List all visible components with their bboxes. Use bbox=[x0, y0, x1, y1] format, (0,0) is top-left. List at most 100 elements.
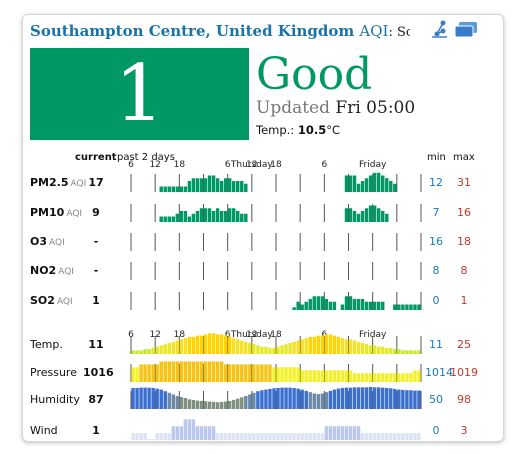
history-bar bbox=[215, 361, 220, 382]
row-label: PM2.5 AQI bbox=[30, 176, 86, 189]
history-bar bbox=[203, 426, 208, 440]
history-bar bbox=[344, 296, 349, 310]
history-bar bbox=[397, 373, 401, 382]
aqi-widget: Southampton Centre, United Kingdom AQI: … bbox=[22, 14, 504, 442]
row-current-value: 11 bbox=[88, 338, 104, 351]
history-bar bbox=[356, 426, 361, 440]
windows-icon[interactable] bbox=[453, 19, 479, 39]
axis-day-label: Thursday bbox=[230, 330, 274, 340]
header: Southampton Centre, United Kingdom AQI: … bbox=[30, 21, 410, 43]
history-bar bbox=[324, 299, 329, 310]
history-bar bbox=[244, 364, 248, 382]
temp-label: Temp.: bbox=[256, 123, 295, 137]
history-bar bbox=[312, 296, 316, 310]
history-bar bbox=[405, 433, 409, 440]
history-bar bbox=[328, 426, 333, 440]
history-bar bbox=[316, 394, 321, 409]
history-bar bbox=[268, 388, 272, 409]
history-bar bbox=[344, 426, 349, 440]
history-bar bbox=[191, 336, 196, 354]
history-bar bbox=[191, 361, 196, 382]
history-bar bbox=[308, 336, 312, 354]
history-bar bbox=[320, 433, 325, 440]
temp-value: 10.5 bbox=[297, 123, 327, 137]
history-bar bbox=[183, 419, 188, 440]
history-bar bbox=[215, 433, 220, 440]
history-bar bbox=[312, 433, 316, 440]
row-max-value: 1 bbox=[460, 294, 468, 307]
history-header: past 2 days bbox=[117, 152, 175, 163]
history-bar bbox=[352, 299, 357, 310]
history-bar bbox=[219, 211, 224, 222]
history-bar bbox=[227, 433, 232, 440]
history-bar bbox=[135, 350, 139, 354]
history-bar bbox=[381, 433, 385, 440]
history-bar bbox=[167, 392, 171, 409]
updated-time: Fri 05:00 bbox=[335, 98, 416, 118]
history-bar bbox=[143, 433, 147, 440]
history-bar bbox=[304, 301, 308, 310]
history-bar bbox=[252, 433, 256, 440]
row-unit: AQI bbox=[70, 179, 87, 189]
history-bar bbox=[320, 296, 325, 310]
history-bar bbox=[155, 346, 159, 354]
history-bar bbox=[163, 433, 167, 440]
history-bar bbox=[227, 400, 232, 409]
history-bar bbox=[417, 304, 421, 310]
history-bar bbox=[368, 345, 373, 354]
history-bar bbox=[207, 208, 212, 222]
row-current-value: - bbox=[93, 235, 99, 248]
history-bar bbox=[312, 336, 316, 354]
history-bar bbox=[356, 183, 361, 192]
current-temperature: Temp.: 10.5°C bbox=[256, 123, 340, 137]
axis-hour-label: 18 bbox=[270, 330, 282, 340]
history-bar bbox=[244, 396, 248, 409]
history-bar bbox=[401, 350, 405, 354]
history-bar bbox=[308, 392, 312, 409]
history-bar bbox=[171, 394, 176, 409]
history-bar bbox=[155, 388, 159, 409]
history-bar bbox=[332, 301, 337, 310]
updated-label: Updated bbox=[256, 98, 331, 118]
history-bar bbox=[284, 367, 288, 382]
history-bar bbox=[393, 373, 397, 382]
history-bar bbox=[256, 391, 260, 409]
history-bar bbox=[348, 426, 353, 440]
min-header: min bbox=[427, 152, 446, 163]
history-bar bbox=[296, 388, 300, 409]
history-bar bbox=[352, 387, 357, 409]
history-bar bbox=[324, 426, 329, 440]
city-link[interactable]: Southampton Centre, United Kingdom bbox=[30, 22, 355, 40]
history-bar bbox=[393, 388, 397, 409]
axis-hour-label: 6 bbox=[225, 330, 231, 340]
history-bar bbox=[340, 426, 345, 440]
history-bar bbox=[179, 186, 184, 192]
row-unit: AQI bbox=[58, 267, 74, 277]
history-bar bbox=[179, 211, 184, 222]
history-bar bbox=[368, 175, 373, 192]
aqi-value-box: 1 bbox=[30, 48, 249, 140]
history-bar bbox=[356, 341, 361, 354]
axis-hour-label: 6 bbox=[128, 330, 134, 340]
history-bar bbox=[183, 211, 188, 222]
history-bar bbox=[385, 178, 389, 192]
history-bar bbox=[344, 208, 349, 222]
history-bar bbox=[368, 387, 373, 409]
history-bar bbox=[360, 387, 365, 409]
row-min-value: 11 bbox=[429, 338, 443, 351]
history-bar bbox=[417, 390, 421, 409]
row-label: SO2 AQI bbox=[30, 294, 73, 307]
history-bar bbox=[304, 433, 308, 440]
history-bar bbox=[179, 339, 184, 354]
history-bar bbox=[159, 389, 163, 409]
history-bar bbox=[417, 433, 421, 440]
share-icon[interactable] bbox=[429, 19, 451, 39]
history-bar bbox=[389, 181, 393, 192]
history-bar bbox=[231, 208, 236, 222]
history-bar bbox=[244, 433, 248, 440]
history-bar bbox=[276, 433, 280, 440]
history-bar bbox=[260, 346, 264, 354]
axis-hour-label: 18 bbox=[174, 160, 186, 170]
history-bar bbox=[381, 301, 385, 310]
